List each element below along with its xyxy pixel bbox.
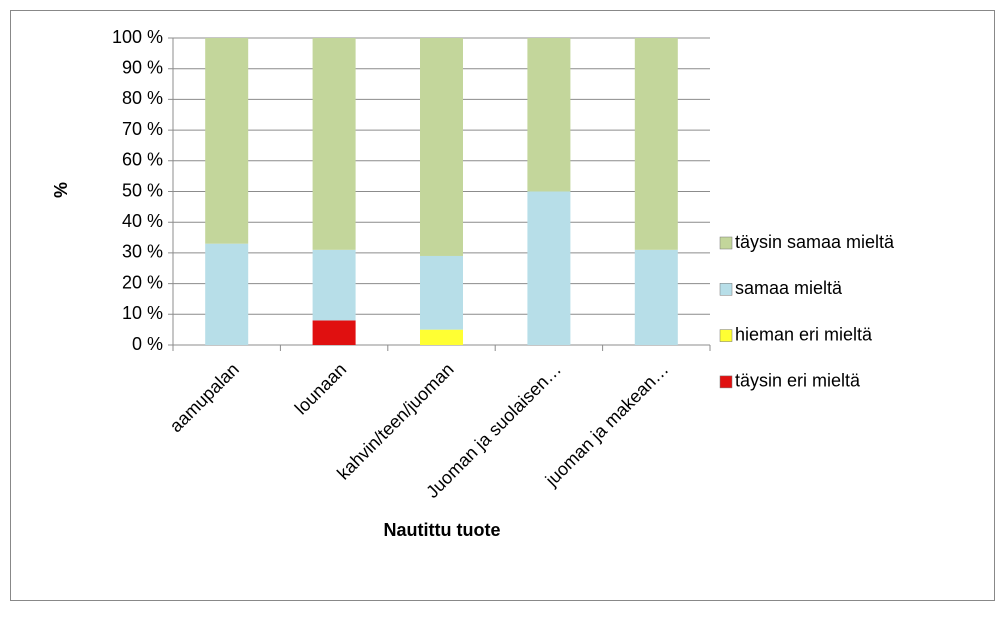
y-tick-label: 0 % [132, 334, 163, 354]
bar-segment [634, 249, 678, 345]
y-tick-label: 30 % [122, 242, 163, 262]
y-tick-label: 90 % [122, 57, 163, 77]
bar-segment [527, 38, 571, 192]
y-tick-label: 20 % [122, 272, 163, 292]
bar-segment [420, 38, 463, 256]
legend-label: hieman eri mieltä [735, 324, 873, 344]
bar-segment [205, 243, 249, 345]
legend-label: samaa mieltä [735, 278, 843, 298]
y-tick-label: 60 % [122, 150, 163, 170]
y-axis-title: % [51, 182, 71, 198]
x-axis-title: Nautittu tuote [384, 520, 501, 540]
bar-segment [527, 191, 571, 345]
legend-swatch [719, 236, 733, 250]
chart-border [10, 10, 995, 601]
bar-segment [420, 255, 463, 330]
y-tick-label: 100 % [112, 27, 163, 47]
y-tick-label: 10 % [122, 303, 163, 323]
y-tick-label: 70 % [122, 119, 163, 139]
y-tick-label: 40 % [122, 211, 163, 231]
bar-segment [312, 320, 356, 345]
bar-segment [420, 329, 463, 345]
y-tick-label: 50 % [122, 180, 163, 200]
bar-segment [634, 38, 678, 250]
bar-segment [312, 249, 356, 321]
y-tick-label: 80 % [122, 88, 163, 108]
legend-swatch [719, 283, 733, 296]
bar-segment [312, 38, 356, 250]
legend-swatch [719, 375, 733, 389]
legend-label: täysin eri mieltä [735, 371, 861, 391]
bar-segment [205, 38, 249, 244]
legend-label: täysin samaa mieltä [735, 232, 895, 252]
legend-swatch [719, 329, 733, 342]
